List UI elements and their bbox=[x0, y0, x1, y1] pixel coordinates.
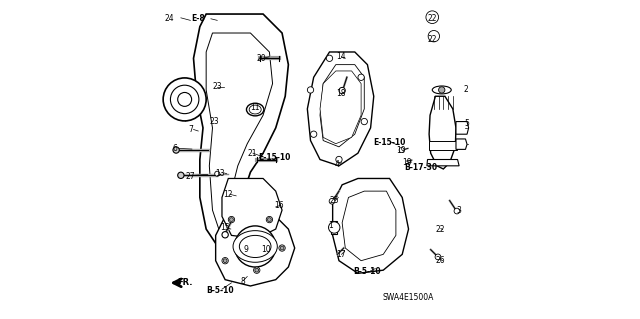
Text: 6: 6 bbox=[172, 144, 177, 153]
Text: 22: 22 bbox=[435, 225, 445, 234]
Circle shape bbox=[249, 240, 262, 253]
Text: B-5-10: B-5-10 bbox=[207, 286, 234, 295]
Text: 19: 19 bbox=[396, 145, 406, 154]
Text: FR.: FR. bbox=[178, 278, 193, 287]
Text: SWA4E1500A: SWA4E1500A bbox=[383, 293, 434, 301]
Text: E-15-10: E-15-10 bbox=[373, 137, 406, 147]
Circle shape bbox=[358, 74, 364, 80]
Text: B-5-10: B-5-10 bbox=[354, 267, 381, 276]
Text: E-15-10: E-15-10 bbox=[258, 153, 291, 162]
Text: 25: 25 bbox=[330, 196, 339, 205]
Polygon shape bbox=[342, 191, 396, 261]
Polygon shape bbox=[427, 160, 459, 166]
Circle shape bbox=[426, 11, 438, 24]
Circle shape bbox=[279, 245, 285, 251]
Circle shape bbox=[222, 232, 228, 238]
Text: 22: 22 bbox=[428, 14, 437, 23]
Text: 26: 26 bbox=[435, 256, 445, 265]
Polygon shape bbox=[222, 178, 282, 239]
Circle shape bbox=[431, 33, 437, 39]
Circle shape bbox=[222, 257, 228, 264]
Circle shape bbox=[454, 208, 460, 214]
Polygon shape bbox=[333, 178, 408, 273]
Text: E-8: E-8 bbox=[191, 14, 205, 23]
Circle shape bbox=[326, 55, 333, 62]
Circle shape bbox=[178, 172, 184, 178]
Text: 14: 14 bbox=[336, 52, 346, 61]
Text: 20: 20 bbox=[257, 54, 266, 63]
Text: 7: 7 bbox=[188, 125, 193, 134]
Text: 13: 13 bbox=[216, 169, 225, 178]
Polygon shape bbox=[429, 141, 456, 150]
Text: 4: 4 bbox=[335, 160, 340, 169]
Circle shape bbox=[280, 246, 284, 250]
Circle shape bbox=[241, 232, 269, 261]
Text: 22: 22 bbox=[428, 35, 437, 44]
Polygon shape bbox=[216, 216, 294, 286]
Circle shape bbox=[170, 85, 199, 114]
Circle shape bbox=[328, 222, 340, 233]
Text: 12: 12 bbox=[223, 190, 233, 199]
Circle shape bbox=[428, 13, 436, 21]
Text: 16: 16 bbox=[274, 201, 284, 210]
Ellipse shape bbox=[432, 86, 451, 94]
Circle shape bbox=[214, 171, 220, 176]
Circle shape bbox=[339, 87, 346, 94]
Text: 8: 8 bbox=[240, 277, 245, 286]
Polygon shape bbox=[456, 139, 467, 149]
Ellipse shape bbox=[249, 105, 261, 114]
Text: 11: 11 bbox=[250, 103, 260, 112]
Text: 3: 3 bbox=[457, 206, 461, 215]
Text: 10: 10 bbox=[261, 245, 271, 254]
Text: B-17-30: B-17-30 bbox=[404, 163, 438, 172]
Text: 9: 9 bbox=[243, 245, 248, 254]
Circle shape bbox=[255, 268, 259, 272]
Circle shape bbox=[163, 78, 206, 121]
Circle shape bbox=[435, 254, 441, 260]
Circle shape bbox=[253, 267, 260, 273]
Circle shape bbox=[307, 87, 314, 93]
Polygon shape bbox=[307, 52, 374, 166]
Ellipse shape bbox=[246, 103, 264, 116]
Circle shape bbox=[428, 31, 440, 42]
Circle shape bbox=[438, 87, 445, 93]
Text: 18: 18 bbox=[336, 89, 346, 98]
Text: 23: 23 bbox=[209, 117, 219, 126]
Polygon shape bbox=[320, 65, 364, 147]
Circle shape bbox=[230, 218, 234, 221]
Text: 5: 5 bbox=[465, 119, 470, 128]
Circle shape bbox=[235, 226, 276, 267]
Polygon shape bbox=[193, 14, 289, 254]
Text: 21: 21 bbox=[247, 149, 257, 158]
Circle shape bbox=[336, 156, 342, 163]
Polygon shape bbox=[429, 96, 456, 169]
Circle shape bbox=[361, 118, 367, 125]
Circle shape bbox=[266, 216, 273, 223]
Circle shape bbox=[228, 216, 235, 223]
Circle shape bbox=[329, 198, 335, 204]
Circle shape bbox=[399, 147, 404, 152]
Text: 27: 27 bbox=[186, 172, 195, 182]
Polygon shape bbox=[206, 33, 273, 229]
Circle shape bbox=[173, 147, 179, 153]
Circle shape bbox=[223, 259, 227, 263]
Text: 2: 2 bbox=[463, 85, 468, 94]
Text: 17: 17 bbox=[336, 250, 346, 259]
Circle shape bbox=[268, 218, 271, 221]
Text: 19: 19 bbox=[402, 158, 412, 167]
Text: 24: 24 bbox=[165, 14, 175, 23]
Text: 1: 1 bbox=[329, 221, 333, 230]
Ellipse shape bbox=[239, 235, 271, 257]
Polygon shape bbox=[331, 221, 337, 234]
Text: 23: 23 bbox=[212, 82, 222, 91]
Ellipse shape bbox=[233, 231, 277, 262]
Circle shape bbox=[310, 131, 317, 137]
Text: 15: 15 bbox=[220, 223, 230, 232]
Circle shape bbox=[178, 93, 191, 106]
Polygon shape bbox=[456, 122, 468, 134]
Polygon shape bbox=[320, 71, 361, 144]
